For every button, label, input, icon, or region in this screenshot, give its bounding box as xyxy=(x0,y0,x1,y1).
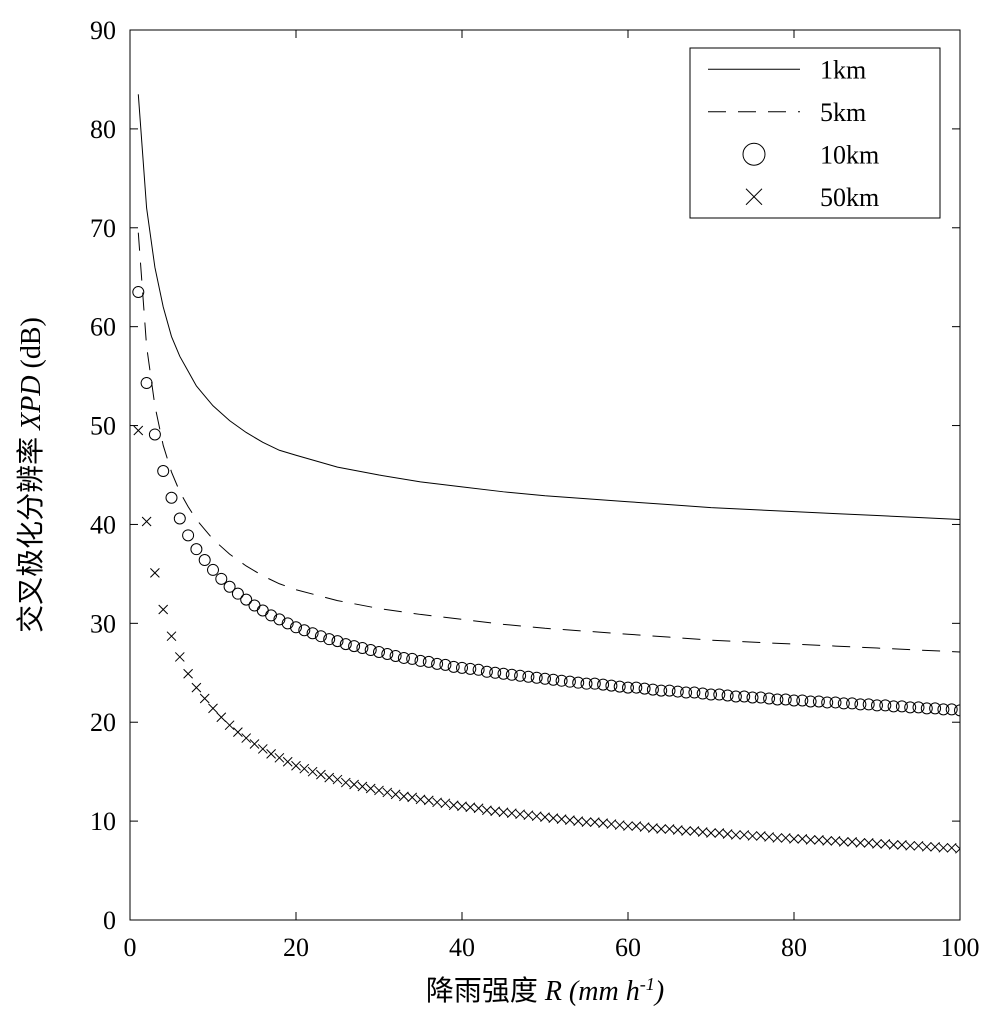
svg-text:5km: 5km xyxy=(820,98,866,127)
svg-text:降雨强度 R (mm h-1): 降雨强度 R (mm h-1) xyxy=(426,974,664,1007)
svg-text:50km: 50km xyxy=(820,183,879,212)
svg-text:1km: 1km xyxy=(820,55,866,84)
xpd-chart: 0 20 40 60 80 100 0 10 20 30 40 50 60 70 80 90 降雨强度 R (m… xyxy=(0,0,986,1030)
svg-text:80: 80 xyxy=(781,933,807,962)
svg-text:50: 50 xyxy=(90,412,116,441)
svg-text:0: 0 xyxy=(124,933,137,962)
svg-text:30: 30 xyxy=(90,609,116,638)
svg-text:20: 20 xyxy=(283,933,309,962)
svg-text:60: 60 xyxy=(90,313,116,342)
svg-text:80: 80 xyxy=(90,115,116,144)
chart-svg: 0 20 40 60 80 100 0 10 20 30 40 50 60 70 80 90 降雨强度 R (m… xyxy=(0,0,986,1030)
svg-text:90: 90 xyxy=(90,16,116,45)
svg-text:40: 40 xyxy=(90,510,116,539)
svg-text:0: 0 xyxy=(103,906,116,935)
svg-text:20: 20 xyxy=(90,708,116,737)
svg-text:100: 100 xyxy=(941,933,980,962)
svg-text:70: 70 xyxy=(90,214,116,243)
svg-text:10: 10 xyxy=(90,807,116,836)
svg-text:交叉极化分辨率 XPD (dB): 交叉极化分辨率 XPD (dB) xyxy=(15,317,47,633)
svg-text:10km: 10km xyxy=(820,140,879,169)
svg-text:60: 60 xyxy=(615,933,641,962)
svg-text:40: 40 xyxy=(449,933,475,962)
